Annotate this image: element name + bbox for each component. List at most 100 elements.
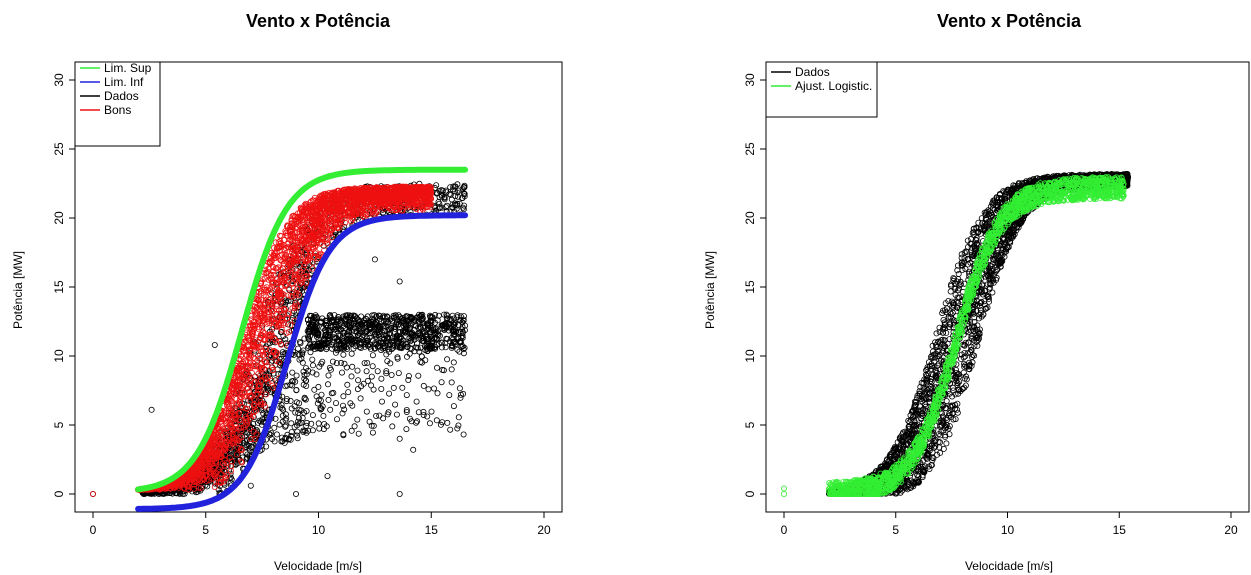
x-tick-label: 20	[537, 523, 551, 537]
data-point	[339, 332, 346, 339]
data-point	[278, 434, 285, 441]
data-point	[354, 386, 361, 393]
data-point	[454, 314, 461, 321]
data-point	[444, 419, 451, 426]
data-point	[333, 416, 340, 423]
data-point	[363, 368, 370, 375]
data-point	[438, 379, 445, 386]
x-axis-label: Velocidade [m/s]	[274, 559, 362, 573]
data-point	[403, 426, 410, 433]
data-point	[293, 422, 300, 429]
data-point	[308, 420, 315, 427]
data-point	[311, 341, 318, 348]
y-tick-label: 10	[52, 349, 66, 363]
data-point	[282, 422, 289, 429]
data-point	[354, 416, 361, 423]
y-axis-label: Potência [MW]	[11, 251, 25, 329]
data-point	[357, 395, 364, 402]
data-point	[437, 204, 444, 211]
chart-title: Vento x Potência	[246, 11, 391, 31]
data-point	[388, 371, 395, 378]
data-point	[403, 406, 410, 413]
data-point	[424, 413, 431, 420]
chart-left: Vento x Potência Velocidade [m/s] Potênc…	[0, 0, 625, 575]
data-point	[332, 400, 339, 407]
data-point	[378, 398, 385, 405]
data-point	[299, 359, 306, 366]
y-tick-label: 25	[52, 142, 66, 156]
data-point	[450, 403, 457, 410]
data-point	[303, 371, 310, 378]
data-point	[430, 385, 437, 392]
data-point	[460, 316, 467, 323]
data-point	[396, 435, 403, 442]
data-point	[294, 428, 301, 435]
data-point	[320, 426, 327, 433]
data-point	[369, 352, 376, 359]
data-point	[416, 348, 423, 355]
data-point	[366, 418, 373, 425]
data-point	[363, 408, 370, 415]
data-point	[442, 339, 449, 346]
data-point	[298, 355, 305, 362]
data-point	[371, 256, 378, 263]
data-point	[320, 412, 327, 419]
data-point	[318, 405, 325, 412]
chart-left-svg: Vento x Potência Velocidade [m/s] Potênc…	[11, 11, 563, 573]
y-tick-label: 30	[52, 73, 66, 87]
data-point	[413, 398, 420, 405]
data-point	[446, 392, 453, 399]
data-point	[289, 369, 296, 376]
data-point	[326, 364, 333, 371]
x-tick-label: 10	[312, 523, 326, 537]
data-point	[354, 367, 361, 374]
data-point	[414, 418, 421, 425]
data-point	[316, 363, 323, 370]
data-point	[355, 430, 362, 437]
data-point	[310, 314, 317, 321]
data-point	[293, 372, 300, 379]
data-point	[349, 363, 356, 370]
data-point	[448, 379, 455, 386]
data-point	[454, 346, 461, 353]
data-point	[348, 427, 355, 434]
data-point	[305, 367, 312, 374]
data-point	[426, 420, 433, 427]
data-point	[230, 443, 237, 450]
data-point	[447, 191, 454, 198]
data-point	[460, 431, 467, 438]
data-point	[394, 355, 401, 362]
data-point	[313, 371, 320, 378]
data-point	[447, 426, 454, 433]
x-tick-label: 15	[425, 523, 439, 537]
data-point	[348, 373, 355, 380]
data-point	[368, 373, 375, 380]
data-point	[318, 391, 325, 398]
data-point	[393, 411, 400, 418]
data-point	[285, 436, 292, 443]
y-tick-label: 15	[52, 280, 66, 294]
data-point	[301, 335, 308, 342]
data-point	[420, 412, 427, 419]
data-point	[378, 385, 385, 392]
data-point	[288, 429, 295, 436]
data-point	[392, 401, 399, 408]
data-point	[333, 360, 340, 367]
data-point	[450, 359, 457, 366]
data-point	[303, 382, 310, 389]
data-point	[403, 408, 410, 415]
data-point	[292, 378, 299, 385]
data-point	[340, 351, 347, 358]
data-point	[443, 202, 450, 209]
y-tick-label: 0	[52, 490, 66, 497]
data-point	[324, 381, 331, 388]
data-point	[428, 408, 435, 415]
data-point	[315, 383, 322, 390]
data-point	[278, 438, 285, 445]
data-point	[433, 364, 440, 371]
data-point	[297, 340, 304, 347]
data-point	[361, 360, 368, 367]
data-point	[309, 412, 316, 419]
data-point	[328, 390, 335, 397]
